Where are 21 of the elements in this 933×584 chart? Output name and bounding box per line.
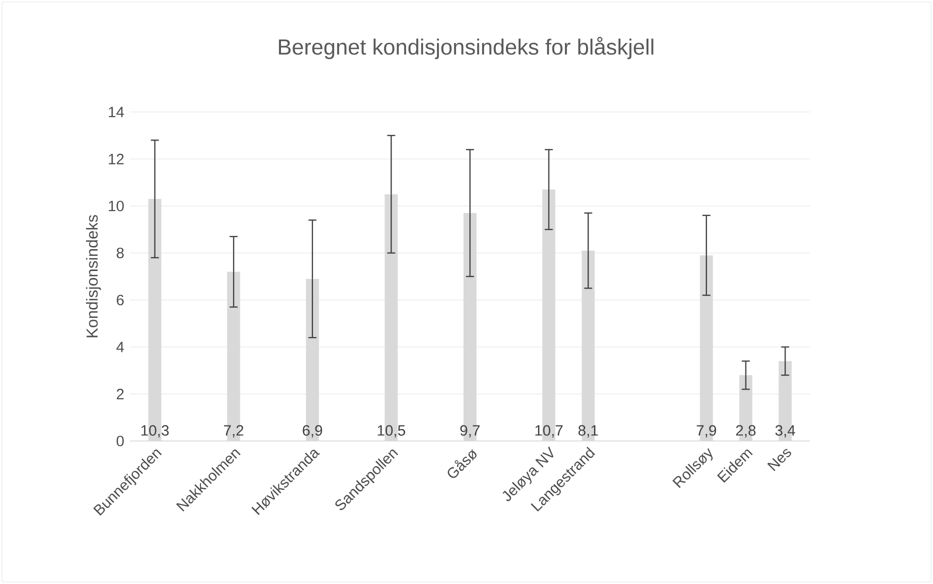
- data-label: 2,8: [736, 425, 756, 438]
- y-tick-label: 10: [108, 200, 124, 212]
- x-tick-label: Nes: [767, 449, 792, 472]
- y-tick-label: 8: [116, 248, 124, 258]
- data-label: 9,7: [460, 425, 480, 438]
- data-label: 8,1: [578, 425, 598, 438]
- data-label: 7,2: [224, 425, 244, 438]
- y-tick-label: 0: [116, 436, 124, 446]
- chart-title: Beregnet kondisjonsindeks for blåskjell: [278, 36, 654, 60]
- y-tick-label: 6: [116, 294, 124, 306]
- data-label: 10,5: [378, 425, 406, 438]
- y-tick-label: 14: [108, 106, 124, 118]
- y-tick-label: 2: [116, 388, 124, 400]
- y-tick-label: 4: [116, 342, 124, 352]
- data-label: 10,3: [141, 425, 169, 438]
- data-label: 7,9: [696, 425, 716, 438]
- data-label: 6,9: [302, 425, 322, 438]
- data-label: 10,7: [535, 425, 563, 438]
- y-axis-title: Kondisjonsindeks: [86, 215, 101, 338]
- y-tick-label: 12: [108, 154, 124, 164]
- data-label: 3,4: [775, 425, 796, 438]
